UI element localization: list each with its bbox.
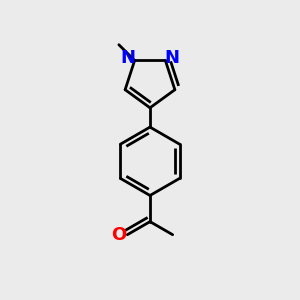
Text: N: N — [121, 49, 136, 67]
Text: N: N — [164, 49, 179, 67]
Text: O: O — [111, 226, 127, 244]
